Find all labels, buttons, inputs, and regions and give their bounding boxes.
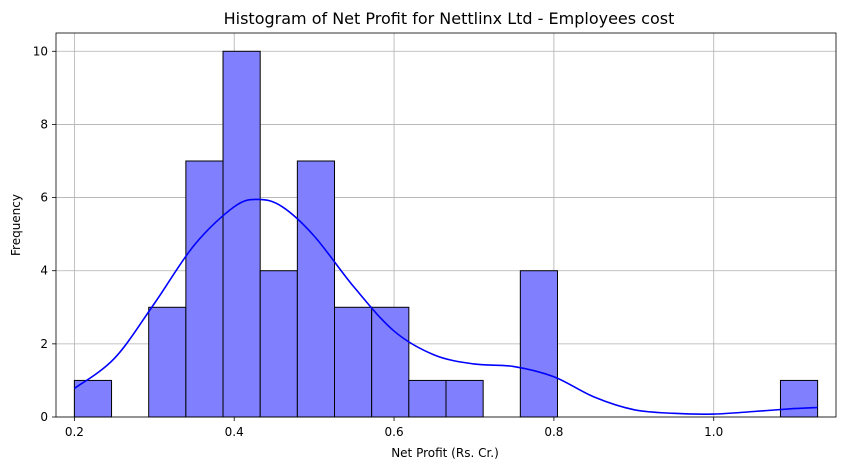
plot-frame — [55, 32, 837, 418]
y-tick-label: 0 — [40, 410, 48, 424]
histogram-bars — [73, 50, 819, 418]
x-tick-label: 0.2 — [65, 425, 84, 439]
histogram-bar — [148, 306, 187, 418]
histogram-bar — [519, 270, 558, 418]
y-tick-label: 6 — [40, 191, 48, 205]
x-tick-label: 0.8 — [544, 425, 563, 439]
x-tick-label: 0.6 — [385, 425, 404, 439]
x-tick-label: 1.0 — [704, 425, 723, 439]
y-axis-label: Frequency — [9, 194, 23, 256]
x-tick-label: 0.4 — [225, 425, 244, 439]
y-axis-ticks: 0 2 4 6 8 10 — [33, 44, 56, 424]
y-tick-label: 2 — [40, 337, 48, 351]
kde-curve — [73, 198, 818, 415]
y-tick-label: 8 — [40, 117, 48, 131]
histogram-bar — [296, 160, 336, 418]
y-tick-label: 10 — [33, 44, 48, 58]
x-axis-label: Net Profit (Rs. Cr.) — [391, 446, 499, 460]
histogram-bar — [185, 160, 224, 418]
histogram-bar — [259, 270, 298, 418]
histogram-bar — [779, 379, 819, 418]
x-axis-ticks: 0.2 0.4 0.6 0.8 1.0 — [65, 417, 723, 439]
chart-title: Histogram of Net Profit for Nettlinx Ltd… — [224, 9, 675, 28]
histogram-bar — [445, 379, 484, 418]
y-tick-label: 4 — [40, 264, 48, 278]
histogram-bar — [334, 306, 373, 418]
histogram-bar — [408, 379, 447, 418]
histogram-bar — [222, 50, 261, 418]
histogram-bar — [371, 306, 410, 418]
histogram-bar — [73, 379, 113, 418]
kde-curve-group — [73, 198, 818, 415]
